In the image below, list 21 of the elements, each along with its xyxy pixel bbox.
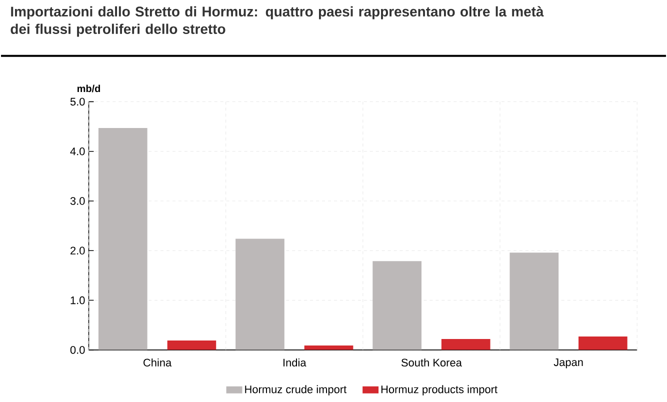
bar [167, 340, 216, 350]
x-tick-label: India [283, 358, 306, 367]
y-tick-label: 2.0 [70, 246, 85, 255]
y-axis-title: mb/d [77, 84, 100, 92]
x-tick-label: Japan [554, 358, 583, 368]
legend-label: Hormuz products import [381, 385, 498, 396]
y-tick-label: 0.0 [70, 346, 85, 354]
x-tick-label: South Korea [401, 358, 462, 367]
x-tick-label: China [144, 358, 172, 367]
bar [98, 128, 148, 350]
legend-label: Hormuz crude import [245, 385, 347, 396]
bar [441, 339, 490, 350]
bar [236, 238, 284, 350]
bar [372, 261, 422, 350]
y-tick-label: 1.0 [70, 296, 85, 304]
y-tick-label: 4.0 [70, 148, 85, 156]
chart-title: Importazioni dallo Stretto di Hormuz: quattro paesi rappresentano oltre la metà dei flussi petroliferi dello stretto [10, 6, 544, 37]
y-tick-label: 5.0 [70, 98, 85, 106]
y-tick-label: 3.0 [70, 197, 85, 205]
bar [510, 252, 559, 350]
bar [578, 336, 628, 350]
